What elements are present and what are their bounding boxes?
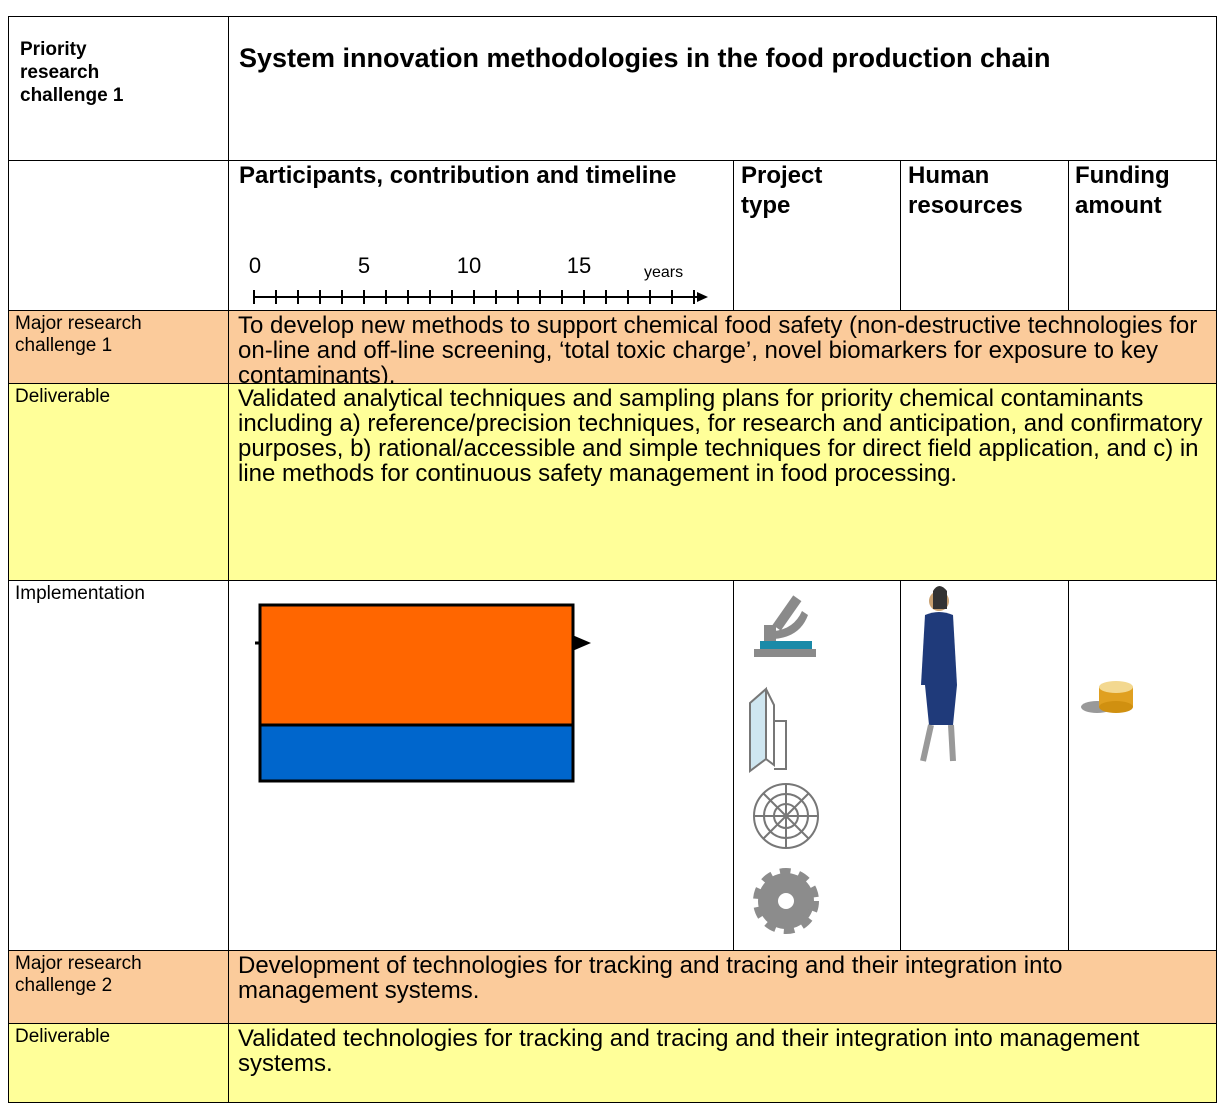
- participants-cell: Participants, contribution and timeline …: [228, 160, 734, 311]
- gantt-bar-blue: [258, 723, 575, 783]
- row-text-cell: To develop new methods to support chemic…: [228, 310, 1217, 388]
- column-header: Participants, contribution and timeline: [239, 162, 677, 189]
- row-label-cell: Deliverable: [8, 383, 229, 581]
- project-type-icons: [733, 580, 901, 951]
- timeline-tick-label: 5: [358, 253, 370, 278]
- empty-cell: [8, 160, 229, 311]
- row-text: To develop new methods to support chemic…: [238, 312, 1198, 389]
- funding-icon-cell: [1068, 580, 1217, 951]
- row-text-cell: Validated analytical techniques and samp…: [228, 383, 1217, 581]
- implementation-timeline-cell: [228, 580, 734, 951]
- column-header: Funding amount: [1075, 162, 1170, 219]
- microscope-icon: [754, 595, 816, 657]
- row-label: Implementation: [15, 583, 145, 604]
- project-type-cell: Project type: [733, 160, 901, 311]
- header-title: System innovation methodologies in the f…: [239, 43, 1051, 73]
- gantt-bar-orange: [258, 603, 575, 727]
- human-resources-icon-cell: [900, 580, 1069, 951]
- timeline-unit: years: [644, 264, 683, 281]
- row-label: Major research challenge 2: [15, 953, 142, 996]
- header-title-cell: System innovation methodologies in the f…: [228, 16, 1217, 161]
- row-text: Validated analytical techniques and samp…: [238, 385, 1203, 487]
- timeline-tick-label: 10: [457, 253, 481, 278]
- header-label-cell: Priority research challenge 1: [8, 16, 229, 161]
- gantt: [255, 603, 591, 783]
- gear-icon: [753, 868, 819, 934]
- book-icon: [749, 686, 787, 773]
- header-label: Priority research challenge 1: [20, 39, 124, 106]
- row-text: Validated technologies for tracking and …: [238, 1025, 1140, 1077]
- timeline-axis: 0 5 10 15 years: [249, 253, 708, 304]
- human-resources-cell: Human resources: [900, 160, 1069, 311]
- funding-cell: Funding amount: [1068, 160, 1217, 311]
- web-icon: [753, 783, 819, 849]
- row-label: Deliverable: [15, 1026, 111, 1047]
- row-label-cell: Major research challenge 1: [8, 310, 229, 384]
- row-text: Development of technologies for tracking…: [238, 952, 1063, 1004]
- row-label-cell: Deliverable: [8, 1023, 229, 1103]
- column-header: Human resources: [908, 162, 1023, 219]
- timeline-tick-label: 0: [249, 253, 261, 278]
- timeline-tick-label: 15: [567, 253, 591, 278]
- row-text-cell: Validated technologies for tracking and …: [228, 1023, 1217, 1103]
- row-text-cell: Development of technologies for tracking…: [228, 950, 1217, 1024]
- icons: [749, 595, 819, 934]
- row-label: Deliverable: [15, 386, 111, 407]
- timeline-arrowhead: [697, 292, 708, 302]
- person-icon: [920, 586, 957, 762]
- coins-icon: [1081, 681, 1133, 713]
- row-label-cell: Implementation: [8, 580, 229, 951]
- row-label-cell: Major research challenge 2: [8, 950, 229, 1024]
- timeline-line: [253, 290, 699, 304]
- column-header: Project type: [741, 162, 823, 219]
- row-label: Major research challenge 1: [15, 313, 142, 356]
